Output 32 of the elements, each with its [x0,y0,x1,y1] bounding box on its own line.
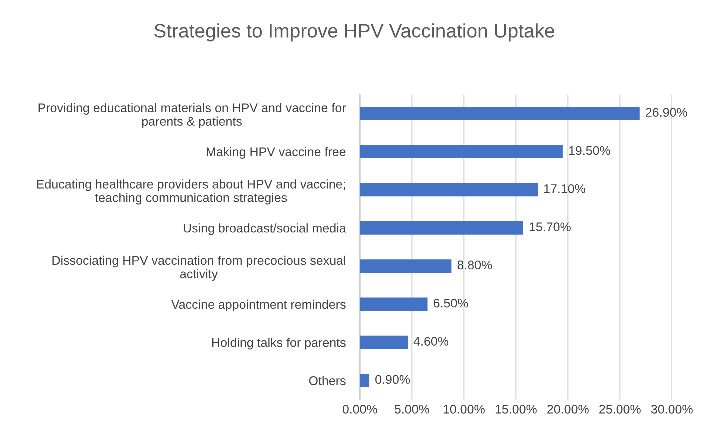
data-label: 8.80% [458,260,492,270]
data-label: 19.50% [569,146,610,156]
bar [360,145,563,159]
data-label: 15.70% [530,222,571,232]
bar [360,336,408,350]
chart-title: Strategies to Improve HPV Vaccination Uptake [154,24,554,42]
bar [360,107,640,120]
data-label: 17.10% [544,184,586,194]
y-tick-label: Holding talks for parents [212,338,346,350]
x-tick-label: 30.00% [651,405,693,414]
x-tick-label: 25.00% [600,405,641,414]
y-tick-label: Making HPV vaccine free [206,147,346,159]
x-tick-label: 20.00% [548,405,589,414]
x-tick-label: 0.00% [342,405,378,414]
y-tick-label: Educating healthcare providers about HPV and vaccine; teaching communication strategies [37,180,346,205]
y-tick-label: Dissociating HPV vaccination from precocious sexual activity [52,256,346,282]
bar [360,298,428,312]
bar [360,374,370,388]
x-tick-label: 10.00% [444,405,485,414]
data-label: 4.60% [414,337,449,346]
y-tick-label: Using broadcast/social media [184,224,346,236]
data-label: 26.90% [646,108,688,118]
y-tick-label: Providing educational materials on HPV and vaccine for parents & patients [38,103,346,128]
bar [360,183,538,197]
x-tick-label: 5.00% [394,405,430,414]
bar [360,260,452,273]
data-label: 0.90% [376,375,410,384]
x-tick-label: 15.00% [496,405,537,414]
bar [360,221,524,235]
y-tick-label: Vaccine appointment reminders [171,300,346,312]
y-tick-label: Others [309,376,346,386]
data-label: 6.50% [434,298,468,308]
